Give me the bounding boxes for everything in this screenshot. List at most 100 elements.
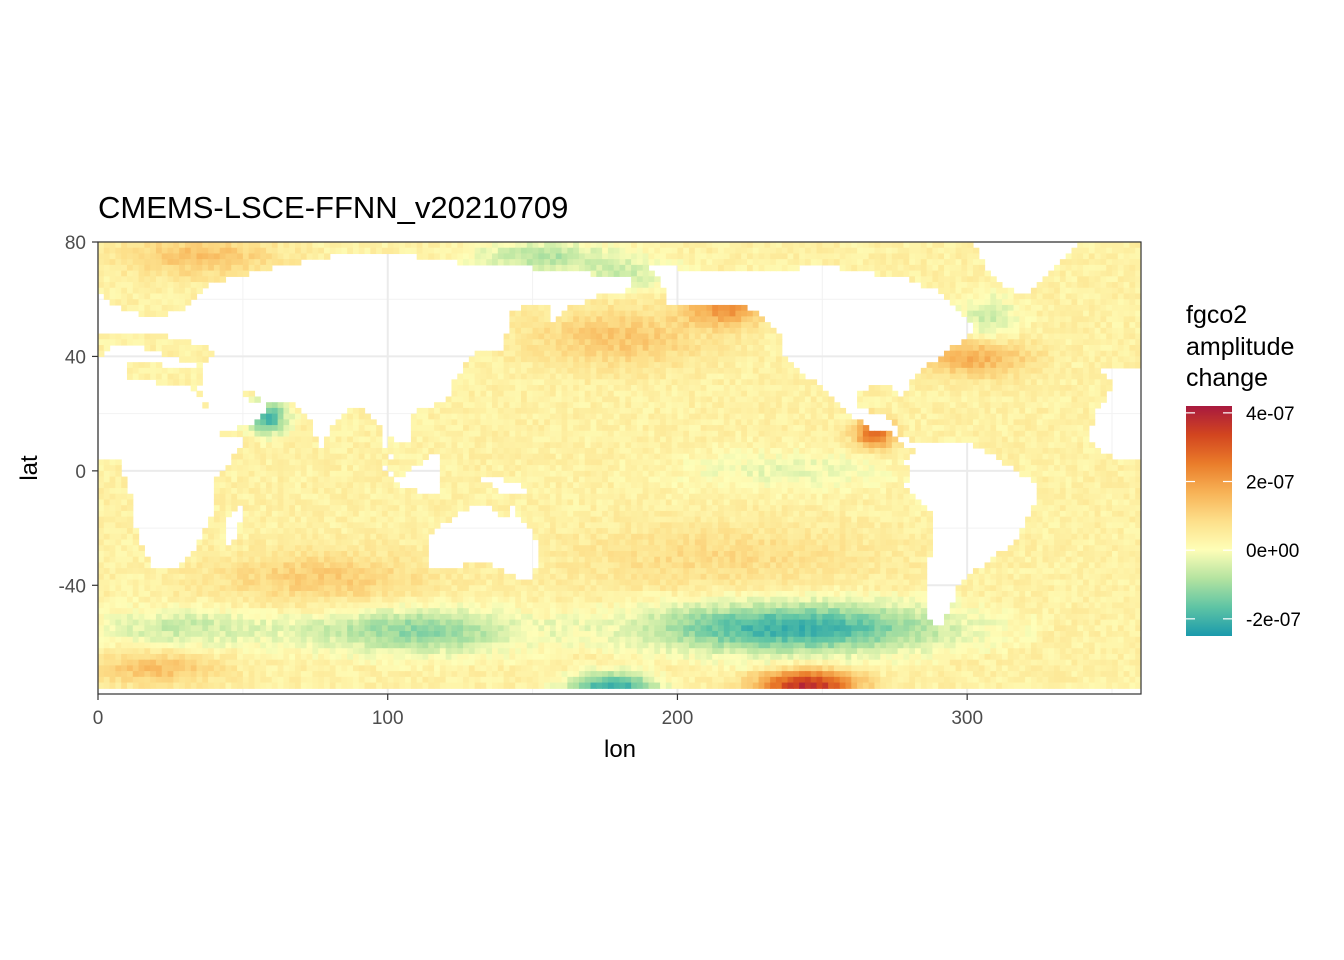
heatmap-cell (237, 425, 244, 432)
heatmap-cell (857, 247, 864, 255)
heatmap-cell (764, 390, 771, 398)
heatmap-cell (955, 299, 962, 306)
heatmap-cell (184, 379, 192, 386)
heatmap-cell (828, 259, 835, 266)
heatmap-cell (155, 270, 163, 277)
heatmap-cell (271, 430, 279, 438)
heatmap-cell (98, 276, 105, 283)
heatmap-cell (202, 350, 209, 358)
heatmap-cell (335, 430, 342, 438)
heatmap-cell (1036, 470, 1044, 478)
heatmap-cell (184, 276, 192, 283)
heatmap-cell (376, 453, 383, 461)
heatmap-cell (1106, 476, 1113, 483)
heatmap-cell (758, 459, 765, 466)
heatmap-cell (248, 242, 261, 249)
heatmap-cell (1013, 310, 1020, 317)
heatmap-cell (503, 396, 510, 403)
heatmap-cell (515, 430, 522, 438)
heatmap-cell (1083, 390, 1090, 398)
heatmap-cell (689, 425, 696, 432)
heatmap-cell (578, 367, 586, 375)
heatmap-cell (654, 367, 661, 375)
heatmap-cell (1001, 425, 1009, 432)
heatmap-cell (515, 247, 522, 255)
heatmap-cell (764, 396, 771, 403)
heatmap-cell (544, 385, 551, 392)
heatmap-cell (422, 447, 429, 455)
heatmap-cell (1059, 493, 1067, 501)
heatmap-cell (1007, 396, 1015, 403)
heatmap-cell (1030, 385, 1044, 392)
heatmap-cell (387, 436, 395, 443)
heatmap-cell (1048, 413, 1055, 420)
heatmap-cell (677, 304, 684, 312)
heatmap-cell (932, 282, 939, 289)
heatmap-cell (1007, 316, 1015, 323)
heatmap-cell (1100, 362, 1107, 369)
heatmap-cell (578, 350, 586, 358)
heatmap-cell (926, 282, 933, 289)
heatmap-cell (98, 339, 105, 346)
heatmap-cell (903, 396, 910, 403)
heatmap-cell (283, 247, 290, 255)
heatmap-cell (746, 253, 754, 260)
heatmap-cell (271, 499, 279, 506)
heatmap-cell (260, 253, 267, 260)
heatmap-cell (538, 419, 545, 426)
heatmap-cell (225, 482, 232, 489)
heatmap-cell (868, 242, 876, 249)
heatmap-cell (144, 264, 151, 272)
heatmap-cell (271, 242, 279, 249)
heatmap-cell (642, 333, 650, 340)
heatmap-cell (793, 373, 800, 380)
heatmap-cell (173, 350, 180, 358)
heatmap-cell (318, 499, 325, 506)
heatmap-cell (967, 264, 974, 272)
heatmap-cell (654, 310, 661, 317)
heatmap-cell (920, 390, 928, 398)
heatmap-cell (804, 385, 812, 392)
heatmap-cell (978, 293, 986, 300)
heatmap-cell (886, 242, 893, 249)
heatmap-cell (862, 453, 870, 461)
heatmap-cell (665, 247, 673, 255)
heatmap-cell (179, 339, 186, 346)
heatmap-cell (828, 470, 835, 478)
heatmap-cell (700, 316, 708, 323)
heatmap-cell (660, 367, 667, 375)
heatmap-cell (967, 316, 974, 323)
heatmap-cell (1054, 316, 1061, 323)
heatmap-cell (422, 253, 429, 260)
heatmap-cell (468, 425, 476, 432)
heatmap-cell (1094, 482, 1102, 489)
heatmap-cell (636, 419, 644, 426)
heatmap-cell (990, 310, 997, 317)
heatmap-cell (1048, 390, 1055, 398)
heatmap-cell (555, 339, 563, 346)
heatmap-cell (718, 453, 725, 461)
heatmap-cell (503, 425, 510, 432)
heatmap-cell (822, 407, 829, 415)
heatmap-cell (677, 425, 684, 432)
heatmap-cell (1100, 385, 1107, 392)
heatmap-cell (671, 304, 679, 312)
heatmap-cell (741, 350, 748, 358)
heatmap-cell (150, 333, 157, 340)
heatmap-cell (352, 430, 360, 438)
heatmap-cell (689, 385, 696, 392)
heatmap-cell (347, 493, 354, 501)
heatmap-cell (665, 390, 673, 398)
heatmap-cell (607, 413, 615, 420)
heatmap-cell (735, 379, 742, 386)
heatmap-cell (103, 339, 111, 346)
heatmap-cell (242, 425, 250, 432)
heatmap-cell (642, 322, 650, 329)
heatmap-cell (1077, 402, 1084, 409)
heatmap-cell (561, 333, 568, 340)
heatmap-cell (1013, 442, 1020, 449)
heatmap-cell (225, 242, 232, 249)
heatmap-cell (602, 373, 609, 380)
heatmap-cell (1083, 442, 1090, 449)
heatmap-cell (573, 264, 580, 272)
